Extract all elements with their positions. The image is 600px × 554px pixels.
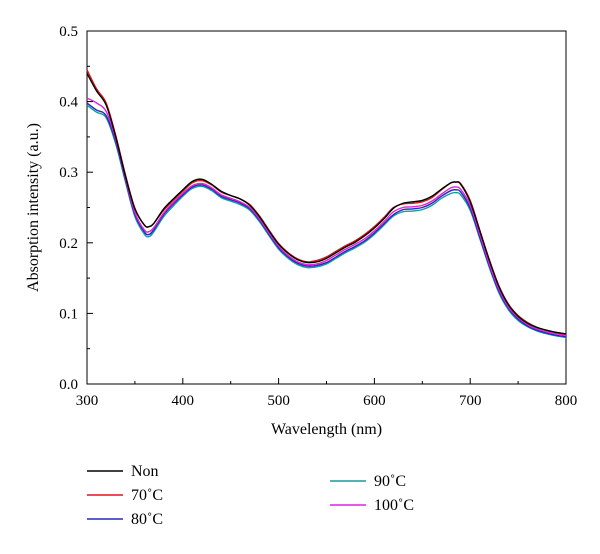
series-layer (86, 69, 567, 339)
legend-label-2: 80˚C (131, 511, 163, 528)
y-tick-label: 0.3 (59, 165, 78, 181)
x-tick-label: 300 (76, 393, 99, 409)
series-line-0 (86, 73, 567, 335)
y-tick-label: 0.2 (59, 236, 78, 252)
series-line-2 (86, 102, 567, 338)
x-axis-title: Wavelength (nm) (271, 421, 382, 438)
axis-ticks: 300 400 500 600 700 800 0.0 0.1 0.2 0.3 0.4 0.5 (59, 24, 577, 409)
legend-label-1: 70˚C (131, 487, 163, 504)
x-tick-label: 400 (172, 393, 195, 409)
y-tick-label: 0.1 (59, 306, 78, 322)
plot-border (86, 30, 567, 385)
y-tick-label: 0.4 (59, 95, 78, 111)
legend-label-3: 90˚C (374, 473, 406, 490)
x-tick-label: 700 (459, 393, 482, 409)
plot-area (86, 30, 567, 385)
y-tick-label: 0.0 (59, 377, 78, 393)
legend: Non 70˚C 80˚C 90˚C 100˚C (87, 463, 414, 528)
x-tick-label: 600 (363, 393, 386, 409)
series-line-1 (86, 69, 567, 335)
y-tick-label: 0.5 (59, 24, 78, 40)
y-axis-title: Absorption intensity (a.u.) (25, 123, 42, 292)
x-tick-label: 500 (267, 393, 290, 409)
series-line-4 (86, 97, 567, 336)
x-tick-label: 800 (555, 393, 578, 409)
legend-label-4: 100˚C (374, 497, 414, 514)
legend-label-0: Non (131, 463, 159, 480)
